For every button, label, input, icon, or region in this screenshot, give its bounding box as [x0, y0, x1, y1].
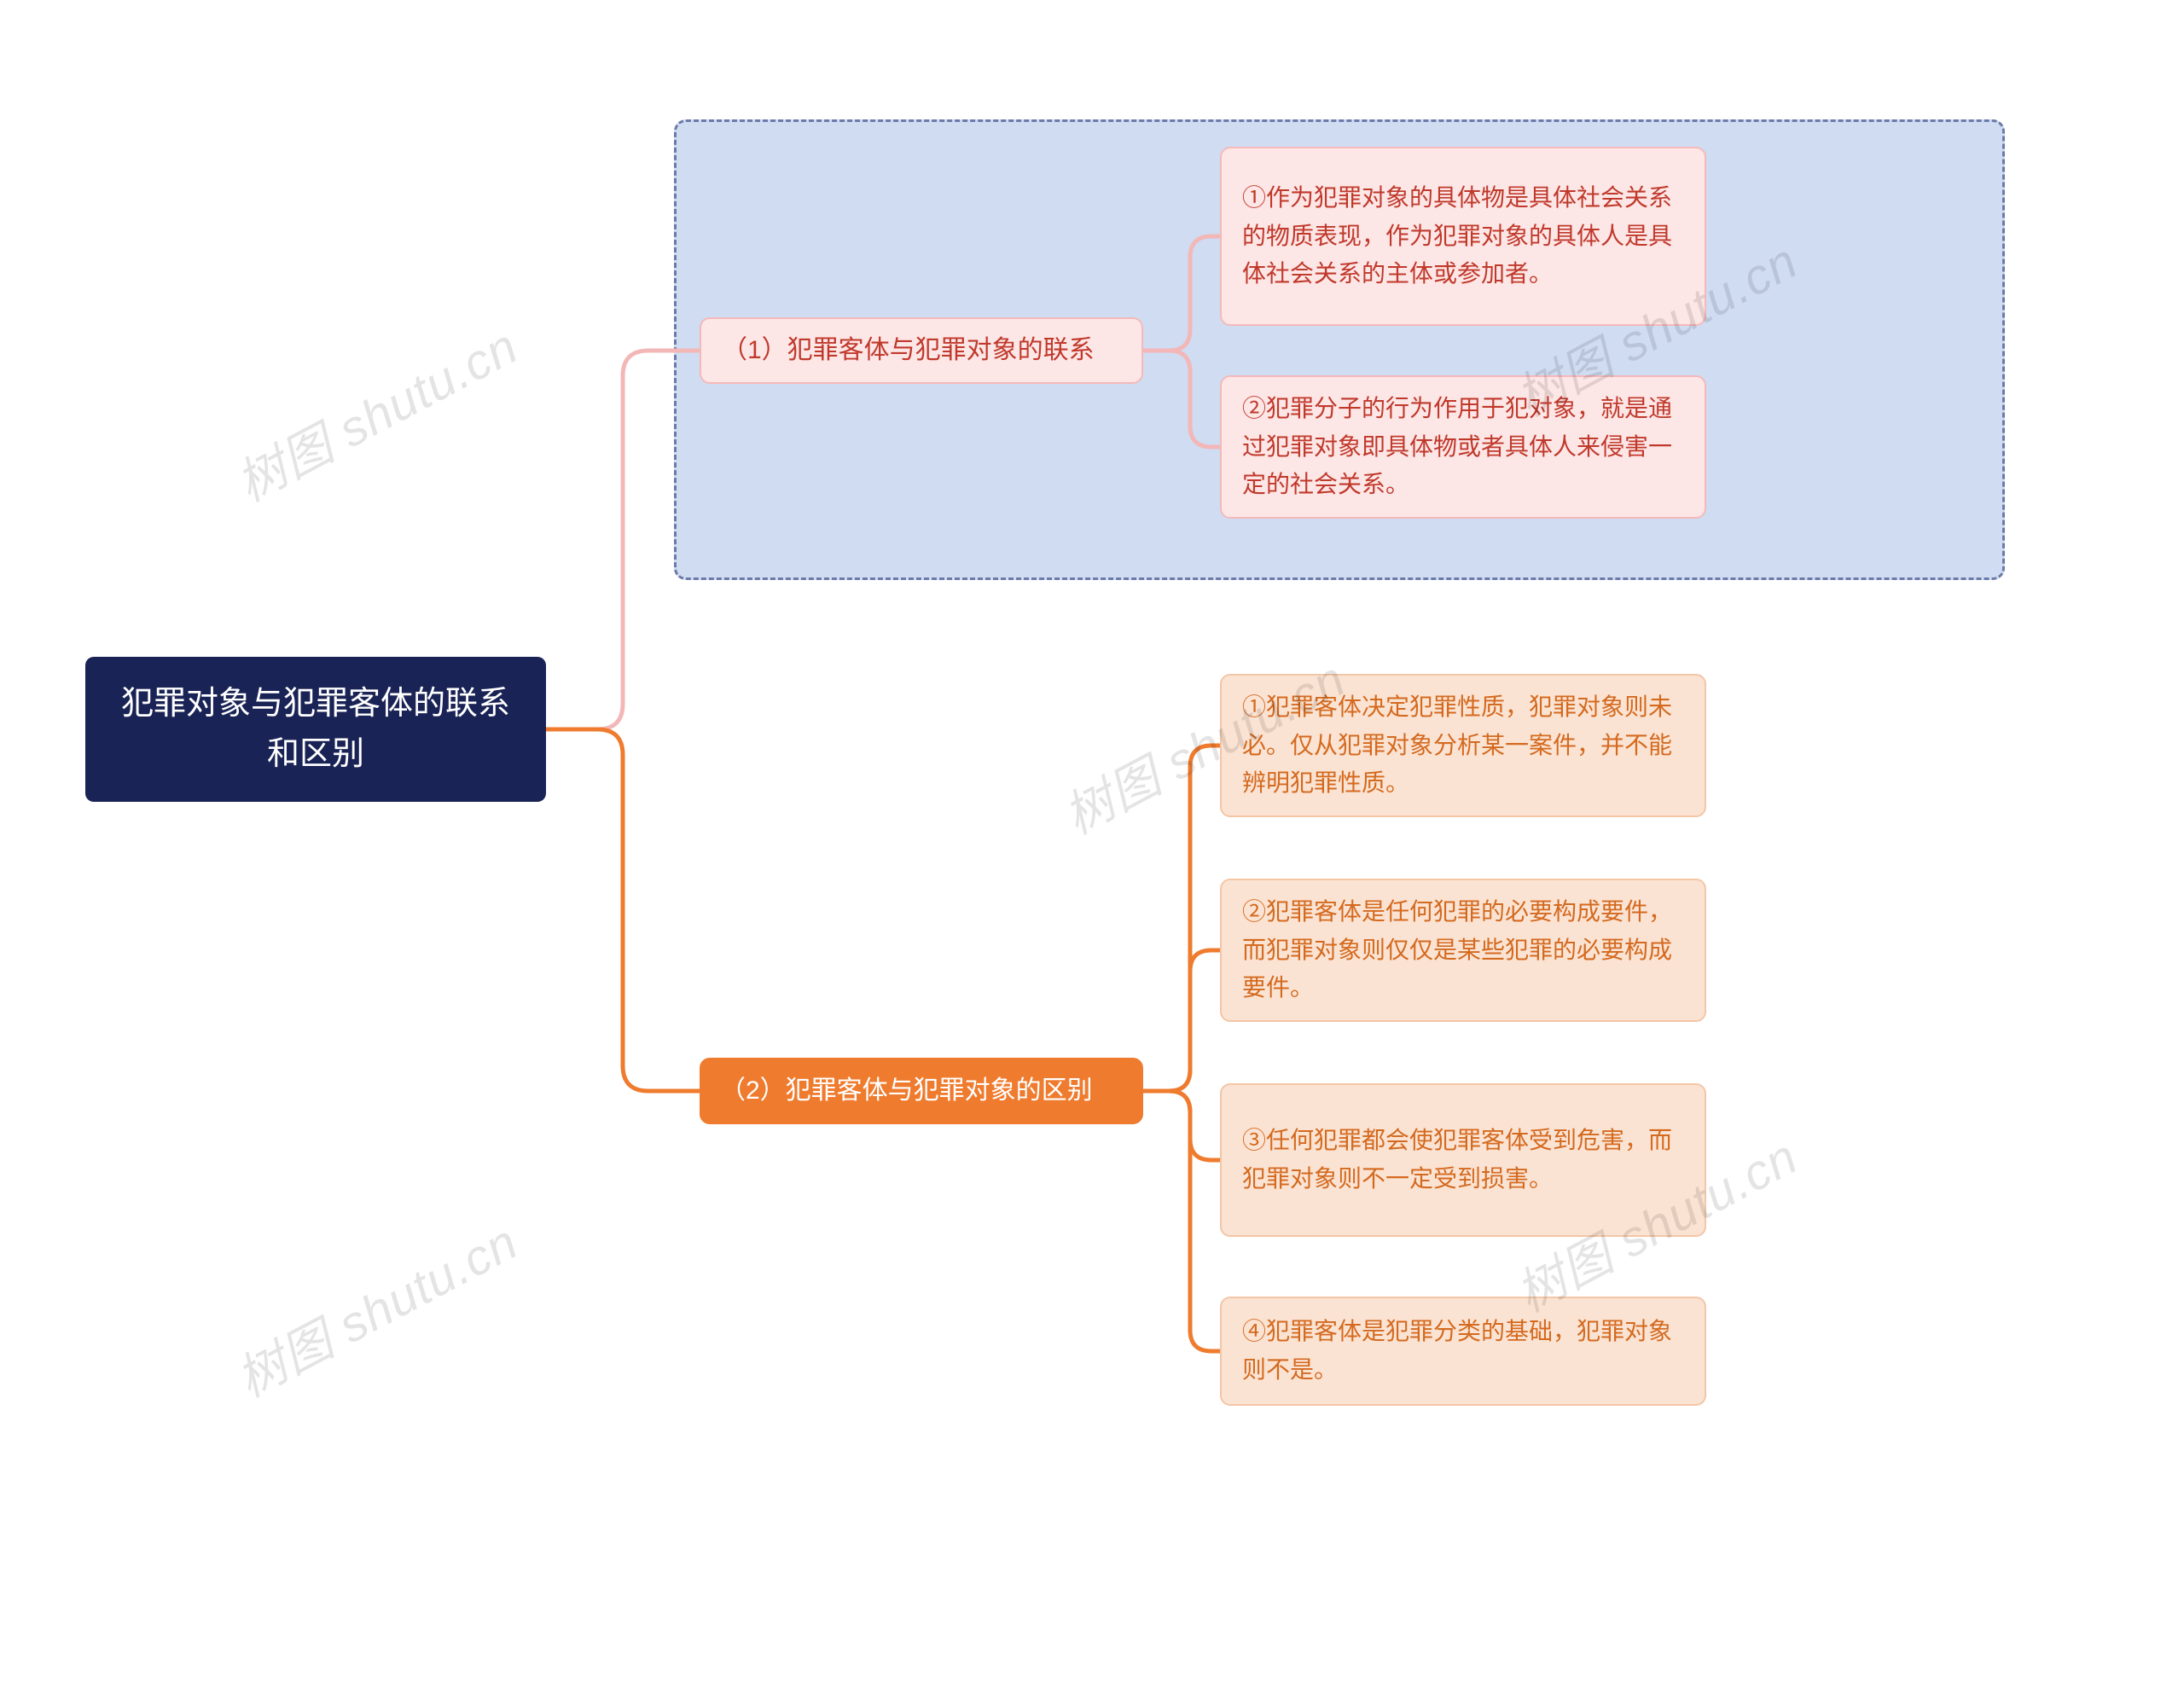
edge-b2-l4: [1143, 1091, 1220, 1351]
branch2-leaf-4[interactable]: ④犯罪客体是犯罪分类的基础，犯罪对象则不是。: [1220, 1297, 1706, 1406]
branch2-node[interactable]: （2）犯罪客体与犯罪对象的区别: [700, 1058, 1143, 1124]
leaf-label: ②犯罪分子的行为作用于犯对象，就是通过犯罪对象即具体物或者具体人来侵害一定的社会…: [1242, 390, 1684, 504]
edge-b2-l1: [1143, 746, 1220, 1091]
watermark: 树图 shutu.cn: [222, 307, 528, 515]
root-label: 犯罪对象与犯罪客体的联系和区别: [106, 679, 526, 780]
root-node[interactable]: 犯罪对象与犯罪客体的联系和区别: [85, 657, 546, 802]
edge-b2-l2: [1143, 950, 1220, 1091]
branch2-leaf-2[interactable]: ②犯罪客体是任何犯罪的必要构成要件，而犯罪对象则仅仅是某些犯罪的必要构成要件。: [1220, 879, 1706, 1022]
branch2-leaf-3[interactable]: ③任何犯罪都会使犯罪客体受到危害，而犯罪对象则不一定受到损害。: [1220, 1083, 1706, 1237]
mindmap-canvas: 犯罪对象与犯罪客体的联系和区别 （1）犯罪客体与犯罪对象的联系 ①作为犯罪对象的…: [0, 0, 2184, 1706]
branch1-leaf-2[interactable]: ②犯罪分子的行为作用于犯对象，就是通过犯罪对象即具体物或者具体人来侵害一定的社会…: [1220, 375, 1706, 519]
watermark: 树图 shutu.cn: [222, 1203, 528, 1411]
edge-b2-l3: [1143, 1091, 1220, 1160]
leaf-label: ①作为犯罪对象的具体物是具体社会关系的物质表现，作为犯罪对象的具体人是具体社会关…: [1242, 179, 1684, 293]
branch2-leaf-1[interactable]: ①犯罪客体决定犯罪性质，犯罪对象则未必。仅从犯罪对象分析某一案件，并不能辨明犯罪…: [1220, 674, 1706, 817]
branch2-label: （2）犯罪客体与犯罪对象的区别: [720, 1071, 1093, 1111]
leaf-label: ①犯罪客体决定犯罪性质，犯罪对象则未必。仅从犯罪对象分析某一案件，并不能辨明犯罪…: [1242, 688, 1684, 803]
edge-root-b2: [546, 729, 700, 1091]
branch1-leaf-1[interactable]: ①作为犯罪对象的具体物是具体社会关系的物质表现，作为犯罪对象的具体人是具体社会关…: [1220, 147, 1706, 326]
branch1-label: （1）犯罪客体与犯罪对象的联系: [722, 331, 1095, 371]
branch1-node[interactable]: （1）犯罪客体与犯罪对象的联系: [700, 317, 1143, 384]
leaf-label: ③任何犯罪都会使犯罪客体受到危害，而犯罪对象则不一定受到损害。: [1242, 1122, 1684, 1198]
leaf-label: ②犯罪客体是任何犯罪的必要构成要件，而犯罪对象则仅仅是某些犯罪的必要构成要件。: [1242, 893, 1684, 1007]
leaf-label: ④犯罪客体是犯罪分类的基础，犯罪对象则不是。: [1242, 1313, 1684, 1390]
